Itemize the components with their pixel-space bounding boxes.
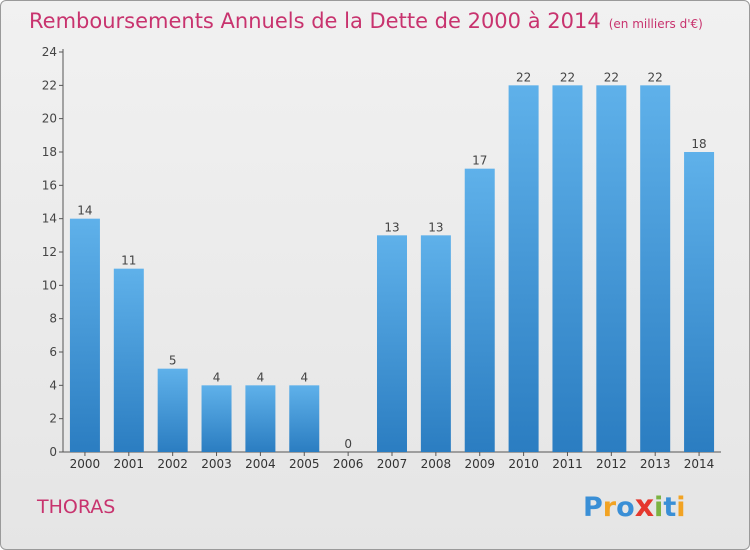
x-tick-label: 2011 <box>552 457 583 471</box>
y-tick-label: 2 <box>49 412 57 426</box>
bar-value-label: 4 <box>300 370 308 384</box>
bar <box>464 168 495 452</box>
logo-letter: r <box>602 492 617 523</box>
bar <box>245 385 276 452</box>
x-tick-label: 2014 <box>684 457 715 471</box>
x-tick-label: 2013 <box>640 457 671 471</box>
bar <box>640 85 671 452</box>
y-tick-label: 6 <box>49 345 57 359</box>
bar-value-label: 17 <box>472 154 487 168</box>
logo-letter: P <box>583 492 603 523</box>
bar-value-label: 0 <box>344 437 352 451</box>
x-tick-label: 2009 <box>464 457 495 471</box>
x-tick-label: 2008 <box>421 457 452 471</box>
y-tick-label: 12 <box>42 245 57 259</box>
bar <box>596 85 627 452</box>
bar-value-label: 13 <box>428 220 443 234</box>
y-tick-label: 8 <box>49 312 57 326</box>
commune-name: THORAS <box>37 496 116 518</box>
x-tick-label: 2003 <box>201 457 232 471</box>
bar-value-label: 22 <box>604 70 619 84</box>
logo-letter: i <box>676 492 686 523</box>
y-tick-label: 10 <box>42 278 57 292</box>
bar <box>508 85 539 452</box>
y-tick-label: 20 <box>42 112 57 126</box>
chart-title: Remboursements Annuels de la Dette de 20… <box>29 9 703 33</box>
x-tick-label: 2004 <box>245 457 276 471</box>
x-tick-label: 2007 <box>377 457 408 471</box>
x-tick-label: 2006 <box>333 457 364 471</box>
y-tick-label: 24 <box>42 45 57 59</box>
bar-value-label: 22 <box>516 70 531 84</box>
bar-value-label: 5 <box>169 354 177 368</box>
bar-value-label: 4 <box>257 370 265 384</box>
proxiti-logo: Proxiti <box>583 489 686 524</box>
bar-value-label: 22 <box>648 70 663 84</box>
x-tick-label: 2012 <box>596 457 627 471</box>
logo-letter: t <box>663 492 677 523</box>
y-tick-label: 16 <box>42 178 57 192</box>
bar <box>69 218 100 452</box>
bar <box>113 268 144 452</box>
y-tick-label: 22 <box>42 78 57 92</box>
bar-value-label: 11 <box>121 254 136 268</box>
bar <box>289 385 320 452</box>
bar-value-label: 14 <box>77 204 92 218</box>
bar-value-label: 13 <box>384 220 399 234</box>
y-tick-label: 18 <box>42 145 57 159</box>
x-tick-label: 2002 <box>157 457 188 471</box>
logo-letter: x <box>634 489 655 524</box>
x-tick-label: 2005 <box>289 457 320 471</box>
bar-value-label: 22 <box>560 70 575 84</box>
x-tick-label: 2001 <box>114 457 145 471</box>
bar-value-label: 18 <box>691 137 706 151</box>
bar <box>157 368 188 452</box>
logo-letter: i <box>654 492 664 523</box>
x-tick-label: 2000 <box>70 457 101 471</box>
bar <box>201 385 232 452</box>
bar <box>552 85 583 452</box>
bar <box>684 152 715 452</box>
bar-value-label: 4 <box>213 370 221 384</box>
y-tick-label: 4 <box>49 378 57 392</box>
logo-letter: o <box>616 492 635 523</box>
bar <box>377 235 407 452</box>
y-tick-label: 0 <box>49 445 57 459</box>
x-tick-label: 2010 <box>508 457 539 471</box>
bar <box>420 235 451 452</box>
y-tick-label: 14 <box>42 212 57 226</box>
chart-title-text: Remboursements Annuels de la Dette de 20… <box>29 9 601 33</box>
chart-unit: (en milliers d'€) <box>608 17 703 31</box>
